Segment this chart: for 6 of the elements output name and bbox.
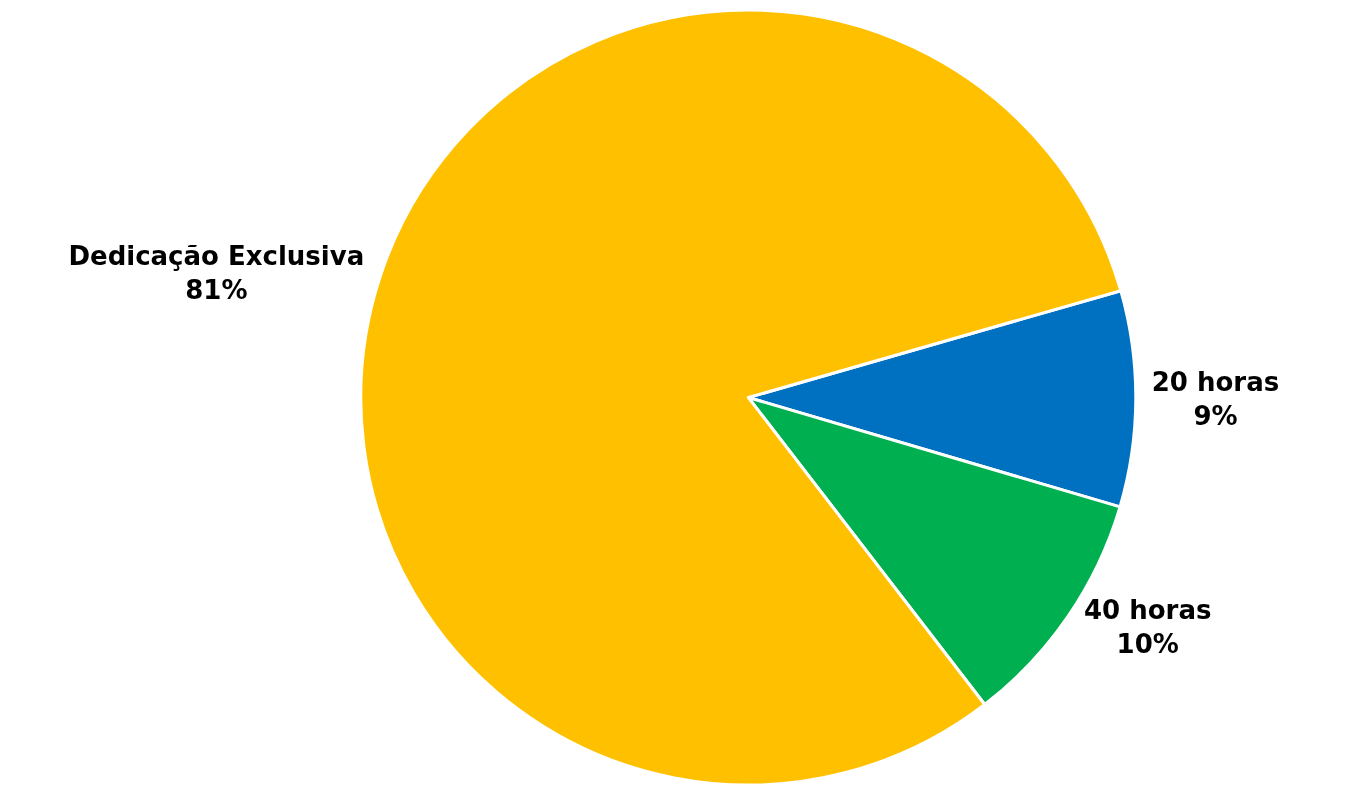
- slice-label: 20 horas: [1151, 366, 1280, 397]
- data-label: 81%: [185, 275, 248, 306]
- slice-label: Dedicação Exclusiva: [68, 241, 365, 272]
- data-label: 9%: [1193, 400, 1238, 431]
- slice-label: 40 horas: [1083, 594, 1212, 625]
- data-label: 10%: [1116, 628, 1179, 659]
